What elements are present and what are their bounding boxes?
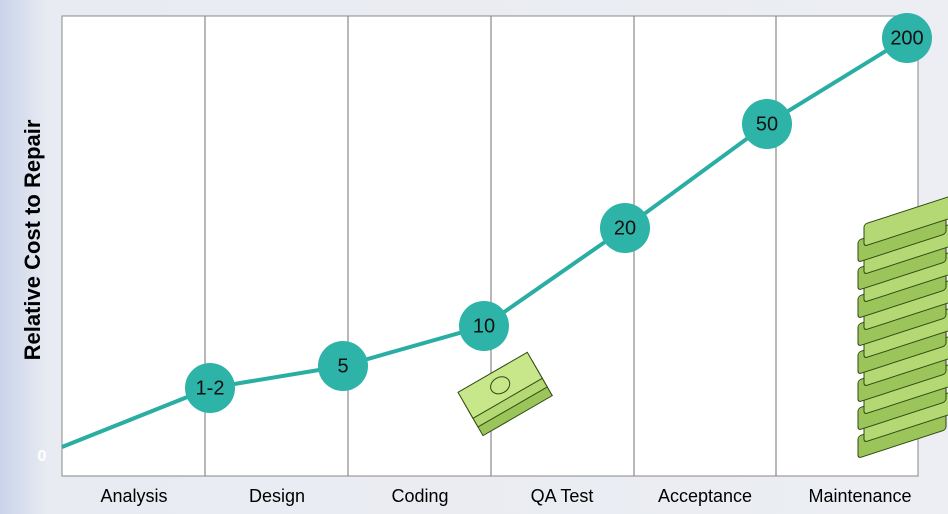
cost-label: 50 <box>756 113 778 135</box>
stage-label: Maintenance <box>808 486 911 506</box>
cost-label: 20 <box>614 217 636 239</box>
y-axis-label: Relative Cost to Repair <box>20 119 45 360</box>
stage-label: QA Test <box>531 486 594 506</box>
stage-label: Design <box>249 486 305 506</box>
slide: 0 Relative Cost to Repair Analysis Design… <box>0 0 948 514</box>
stage-label: Coding <box>391 486 448 506</box>
stage-label: Analysis <box>100 486 167 506</box>
page: 0 Relative Cost to Repair Analysis Design… <box>0 0 948 514</box>
stage-label: Acceptance <box>658 486 752 506</box>
cost-label: 5 <box>337 355 348 377</box>
cost-label: 10 <box>473 315 495 337</box>
cost-label: 1-2 <box>196 377 225 399</box>
cost-label: 200 <box>890 27 923 49</box>
origin-label: 0 <box>38 448 47 465</box>
money-large <box>858 196 948 459</box>
